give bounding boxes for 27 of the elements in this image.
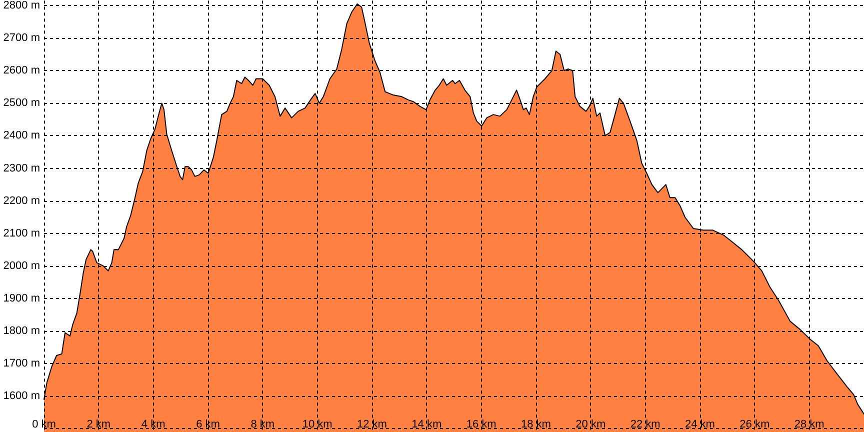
y-tick-label: 1700 m: [3, 358, 40, 370]
y-tick-label: 1900 m: [3, 292, 40, 305]
x-tick-label: 10 km: [302, 418, 332, 430]
x-tick-label: 22 km: [630, 418, 660, 430]
x-tick-label: 6 km: [196, 418, 220, 430]
y-tick-label: 2000 m: [3, 260, 40, 272]
y-tick-label: 2500 m: [3, 97, 40, 110]
y-tick-label: 2300 m: [3, 162, 40, 174]
y-tick-label: 2800 m: [3, 0, 40, 12]
x-tick-label: 12 km: [357, 418, 387, 430]
y-tick-label: 1800 m: [3, 325, 40, 338]
x-tick-label: 28 km: [794, 418, 824, 430]
y-tick-label: 2100 m: [3, 227, 40, 240]
x-tick-label: 8 km: [250, 418, 275, 430]
y-tick-label: 2200 m: [3, 194, 40, 207]
x-tick-label: 2 km: [86, 418, 111, 430]
x-tick-label: 18 km: [521, 418, 551, 430]
x-tick-label: 14 km: [412, 418, 442, 430]
y-tick-label: 2400 m: [3, 130, 40, 142]
x-tick-label: 20 km: [576, 418, 606, 430]
x-tick-label: 4 km: [141, 418, 166, 430]
x-tick-label: 16 km: [466, 418, 496, 430]
x-tick-label: 26 km: [740, 418, 770, 430]
y-tick-label: 1600 m: [3, 390, 40, 402]
x-tick-label: 24 km: [685, 418, 715, 430]
y-tick-label: 2700 m: [3, 32, 40, 44]
y-tick-label: 2600 m: [3, 64, 40, 77]
